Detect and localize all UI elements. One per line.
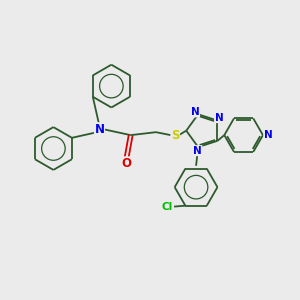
Text: N: N bbox=[214, 112, 223, 123]
Text: N: N bbox=[193, 146, 202, 156]
Text: Cl: Cl bbox=[162, 202, 173, 212]
Text: N: N bbox=[94, 123, 104, 136]
Text: N: N bbox=[264, 130, 273, 140]
Text: S: S bbox=[171, 129, 179, 142]
Text: O: O bbox=[121, 157, 131, 170]
Text: N: N bbox=[191, 107, 200, 117]
